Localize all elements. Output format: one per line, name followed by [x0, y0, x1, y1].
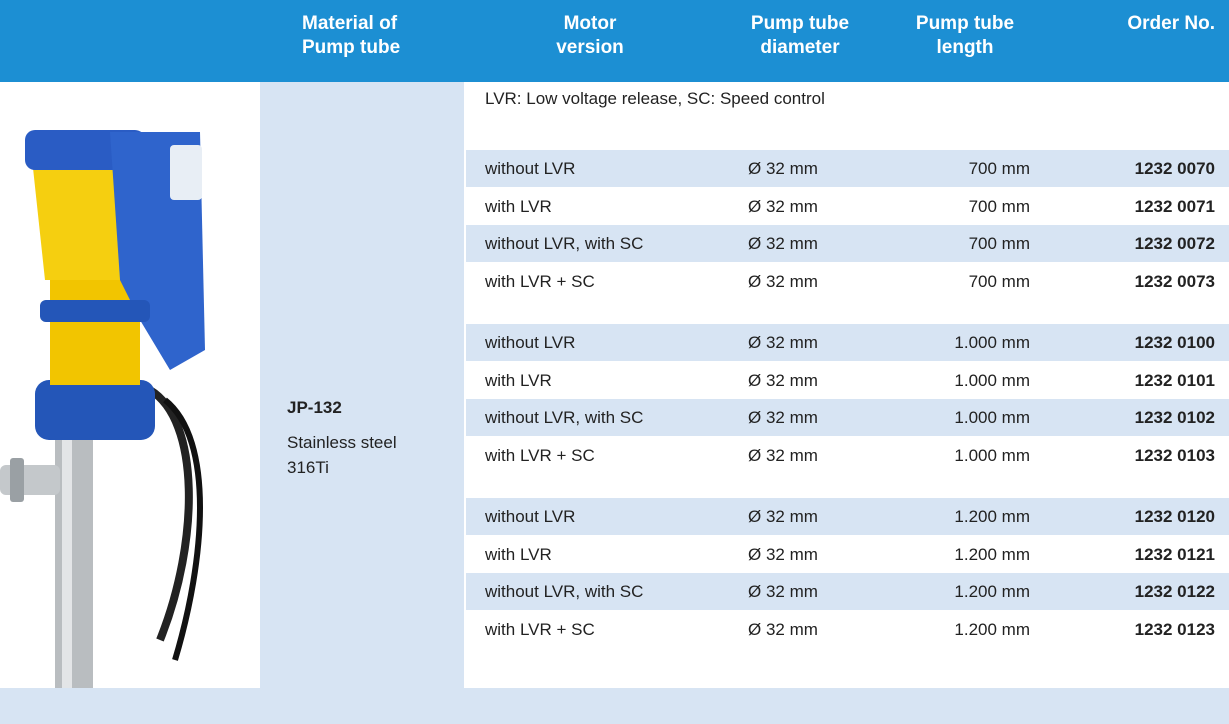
row-cell: 1232 0101	[1134, 370, 1215, 390]
row-cell: 1232 0122	[1134, 582, 1215, 601]
row-cell: without LVR, with SC	[485, 408, 644, 427]
row-cell: Ø 32 mm	[748, 234, 818, 253]
row-cell: without LVR, with SC	[485, 234, 644, 253]
row-cell: 1.000 mm	[954, 333, 1030, 352]
row-cell: 700 mm	[968, 271, 1030, 291]
row-cell: Ø 32 mm	[748, 544, 818, 564]
row-cell: 1.200 mm	[954, 544, 1030, 564]
row-cell: 1232 0100	[1134, 333, 1215, 352]
row-cell: Ø 32 mm	[748, 271, 818, 291]
header-cell: Material of Pump tube	[302, 13, 401, 58]
row-band	[466, 188, 1229, 225]
header-bar	[0, 0, 1229, 82]
row-cell: without LVR	[485, 507, 576, 526]
row-cell: with LVR	[485, 196, 552, 216]
row-cell: Ø 32 mm	[748, 619, 818, 639]
row-cell: 1232 0120	[1134, 507, 1215, 526]
row-cell: 1.200 mm	[954, 582, 1030, 601]
row-cell: 1.000 mm	[954, 408, 1030, 427]
note: LVR: Low voltage release, SC: Speed cont…	[485, 89, 825, 108]
row-cell: Ø 32 mm	[748, 333, 818, 352]
row-band	[466, 150, 1229, 187]
bottom-band	[0, 688, 1229, 724]
header-cell: Order No.	[1127, 13, 1215, 34]
row-cell: 700 mm	[968, 196, 1030, 216]
row-band	[466, 399, 1229, 436]
row-cell: Ø 32 mm	[748, 507, 818, 526]
row-cell: without LVR	[485, 333, 576, 352]
pump-image	[0, 130, 205, 688]
row-cell: 1232 0071	[1134, 196, 1215, 216]
row-cell: with LVR	[485, 544, 552, 564]
row-cell: 1232 0102	[1134, 408, 1215, 427]
header-cell: Pump tube length	[915, 13, 1015, 58]
row-band	[466, 225, 1229, 262]
row-cell: 700 mm	[968, 234, 1030, 253]
row-cell: 1.000 mm	[954, 370, 1030, 390]
row-cell: 1232 0070	[1134, 159, 1215, 178]
row-cell: 1.200 mm	[954, 619, 1030, 639]
row-band	[466, 573, 1229, 610]
row-cell: 700 mm	[968, 159, 1030, 178]
row-band	[466, 498, 1229, 535]
row-cell: Ø 32 mm	[748, 408, 818, 427]
row-cell: 1232 0121	[1134, 544, 1215, 564]
row-cell: 1232 0103	[1134, 445, 1215, 465]
row-cell: Ø 32 mm	[748, 196, 818, 216]
row-cell: 1.200 mm	[954, 507, 1030, 526]
row-cell: Ø 32 mm	[748, 159, 818, 178]
row-cell: with LVR + SC	[485, 619, 595, 639]
row-band	[466, 536, 1229, 573]
row-cell: Ø 32 mm	[748, 582, 818, 601]
row-cell: 1232 0123	[1134, 619, 1215, 639]
row-cell: 1232 0073	[1134, 271, 1215, 291]
header-cell: Pump tube diameter	[750, 13, 850, 58]
material-column	[260, 82, 464, 688]
row-band	[466, 362, 1229, 399]
row-cell: Ø 32 mm	[748, 445, 818, 465]
model: JP-132	[287, 398, 342, 417]
row-cell: with LVR + SC	[485, 445, 595, 465]
row-cell: with LVR	[485, 370, 552, 390]
header-cell: Motor version	[556, 13, 624, 58]
row-cell: Ø 32 mm	[748, 370, 818, 390]
row-cell: 1.000 mm	[954, 445, 1030, 465]
row-cell: without LVR, with SC	[485, 582, 644, 601]
material-description: Stainless steel 316Ti	[287, 433, 397, 477]
row-cell: without LVR	[485, 159, 576, 178]
row-cell: 1232 0072	[1134, 234, 1215, 253]
row-band	[466, 324, 1229, 361]
row-cell: with LVR + SC	[485, 271, 595, 291]
